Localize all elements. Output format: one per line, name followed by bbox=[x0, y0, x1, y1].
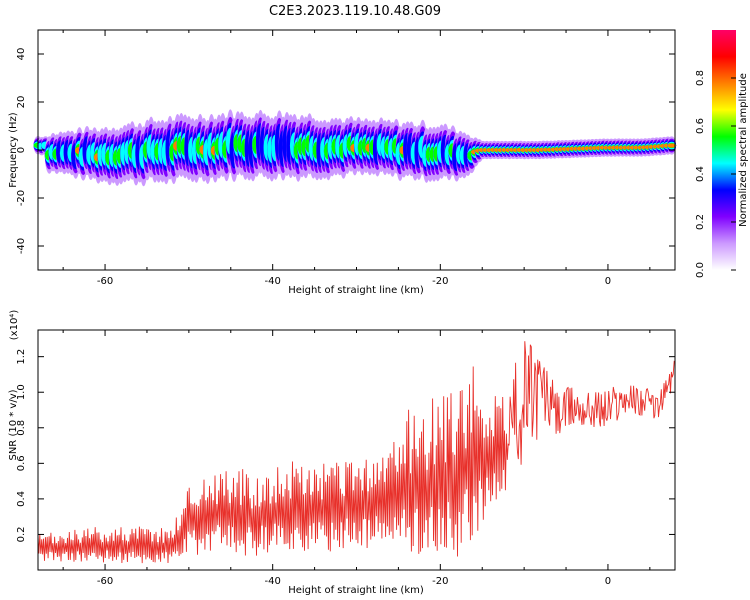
spectrogram-cell bbox=[667, 143, 677, 148]
colorbar-gradient bbox=[712, 30, 736, 270]
snr-y-ticks: 0.2 0.4 0.6 0.8 1.0 1.2 bbox=[16, 349, 675, 542]
chart-title: C2E3.2023.119.10.48.G09 bbox=[269, 4, 441, 19]
spectrogram-y-tick-label: 0 bbox=[16, 147, 27, 153]
colorbar-label: Normalized spectral amplitude bbox=[738, 73, 749, 227]
snr-y-tick-label: 1.2 bbox=[16, 349, 27, 365]
snr-y-tick-label: 0.4 bbox=[16, 491, 27, 507]
spectrogram-y-tick-label: 40 bbox=[16, 48, 27, 61]
spectrogram-x-tick-label: 0 bbox=[605, 276, 611, 287]
snr-y-axis-label: SNR (10 * v/v) bbox=[8, 389, 19, 460]
spectrogram-y-tick-label: -20 bbox=[16, 190, 27, 206]
snr-x-ticks: -60 -40 -20 0 bbox=[62, 330, 651, 587]
colorbar-tick-label: 0.8 bbox=[695, 70, 706, 86]
snr-x-tick-label: -60 bbox=[97, 576, 113, 587]
spectrogram-heat-layer bbox=[33, 109, 677, 187]
colorbar-tick-label: 0.6 bbox=[695, 118, 706, 134]
snr-panel: -60 -40 -20 0 0.2 0.4 0.6 0.8 1.0 1.2 Height of … bbox=[8, 310, 676, 596]
spectrogram-y-tick-label: -40 bbox=[16, 238, 27, 254]
spectrogram-y-ticks: -40 -20 0 20 40 bbox=[16, 48, 675, 254]
snr-x-tick-label: -40 bbox=[265, 576, 281, 587]
colorbar-ticks: 0.0 0.2 0.4 0.6 0.8 bbox=[695, 70, 736, 278]
snr-x-axis-label: Height of straight line (km) bbox=[288, 585, 424, 596]
colorbar: 0.0 0.2 0.4 0.6 0.8 Normalized spectral ampl… bbox=[695, 30, 749, 278]
snr-y-tick-label: 0.8 bbox=[16, 420, 27, 436]
spectrogram-panel: -60 -40 -20 0 -40 -20 0 20 40 Height of straigh… bbox=[8, 29, 677, 296]
snr-y-tick-label: 0.2 bbox=[16, 526, 27, 542]
spectrogram-x-axis-label: Height of straight line (km) bbox=[288, 285, 424, 296]
colorbar-tick-label: 0.2 bbox=[695, 214, 706, 230]
snr-series-line bbox=[38, 341, 675, 564]
spectrogram-x-ticks: -60 -40 -20 0 bbox=[62, 30, 651, 287]
spectrogram-y-tick-label: 20 bbox=[16, 96, 27, 109]
spectrogram-x-tick-label: -20 bbox=[432, 276, 448, 287]
spectrogram-x-tick-label: -40 bbox=[265, 276, 281, 287]
snr-y-tick-label: 0.6 bbox=[16, 455, 27, 471]
snr-x-tick-label: 0 bbox=[605, 576, 611, 587]
colorbar-tick-label: 0.0 bbox=[695, 262, 706, 278]
spectrogram-y-axis-label: Frequency (Hz) bbox=[8, 112, 19, 188]
snr-y-tick-label: 1.0 bbox=[16, 384, 27, 400]
snr-x-tick-label: -20 bbox=[432, 576, 448, 587]
spectrogram-x-tick-label: -60 bbox=[97, 276, 113, 287]
colorbar-tick-label: 0.4 bbox=[695, 166, 706, 182]
snr-multiplier-label: (x10⁴) bbox=[9, 310, 20, 341]
